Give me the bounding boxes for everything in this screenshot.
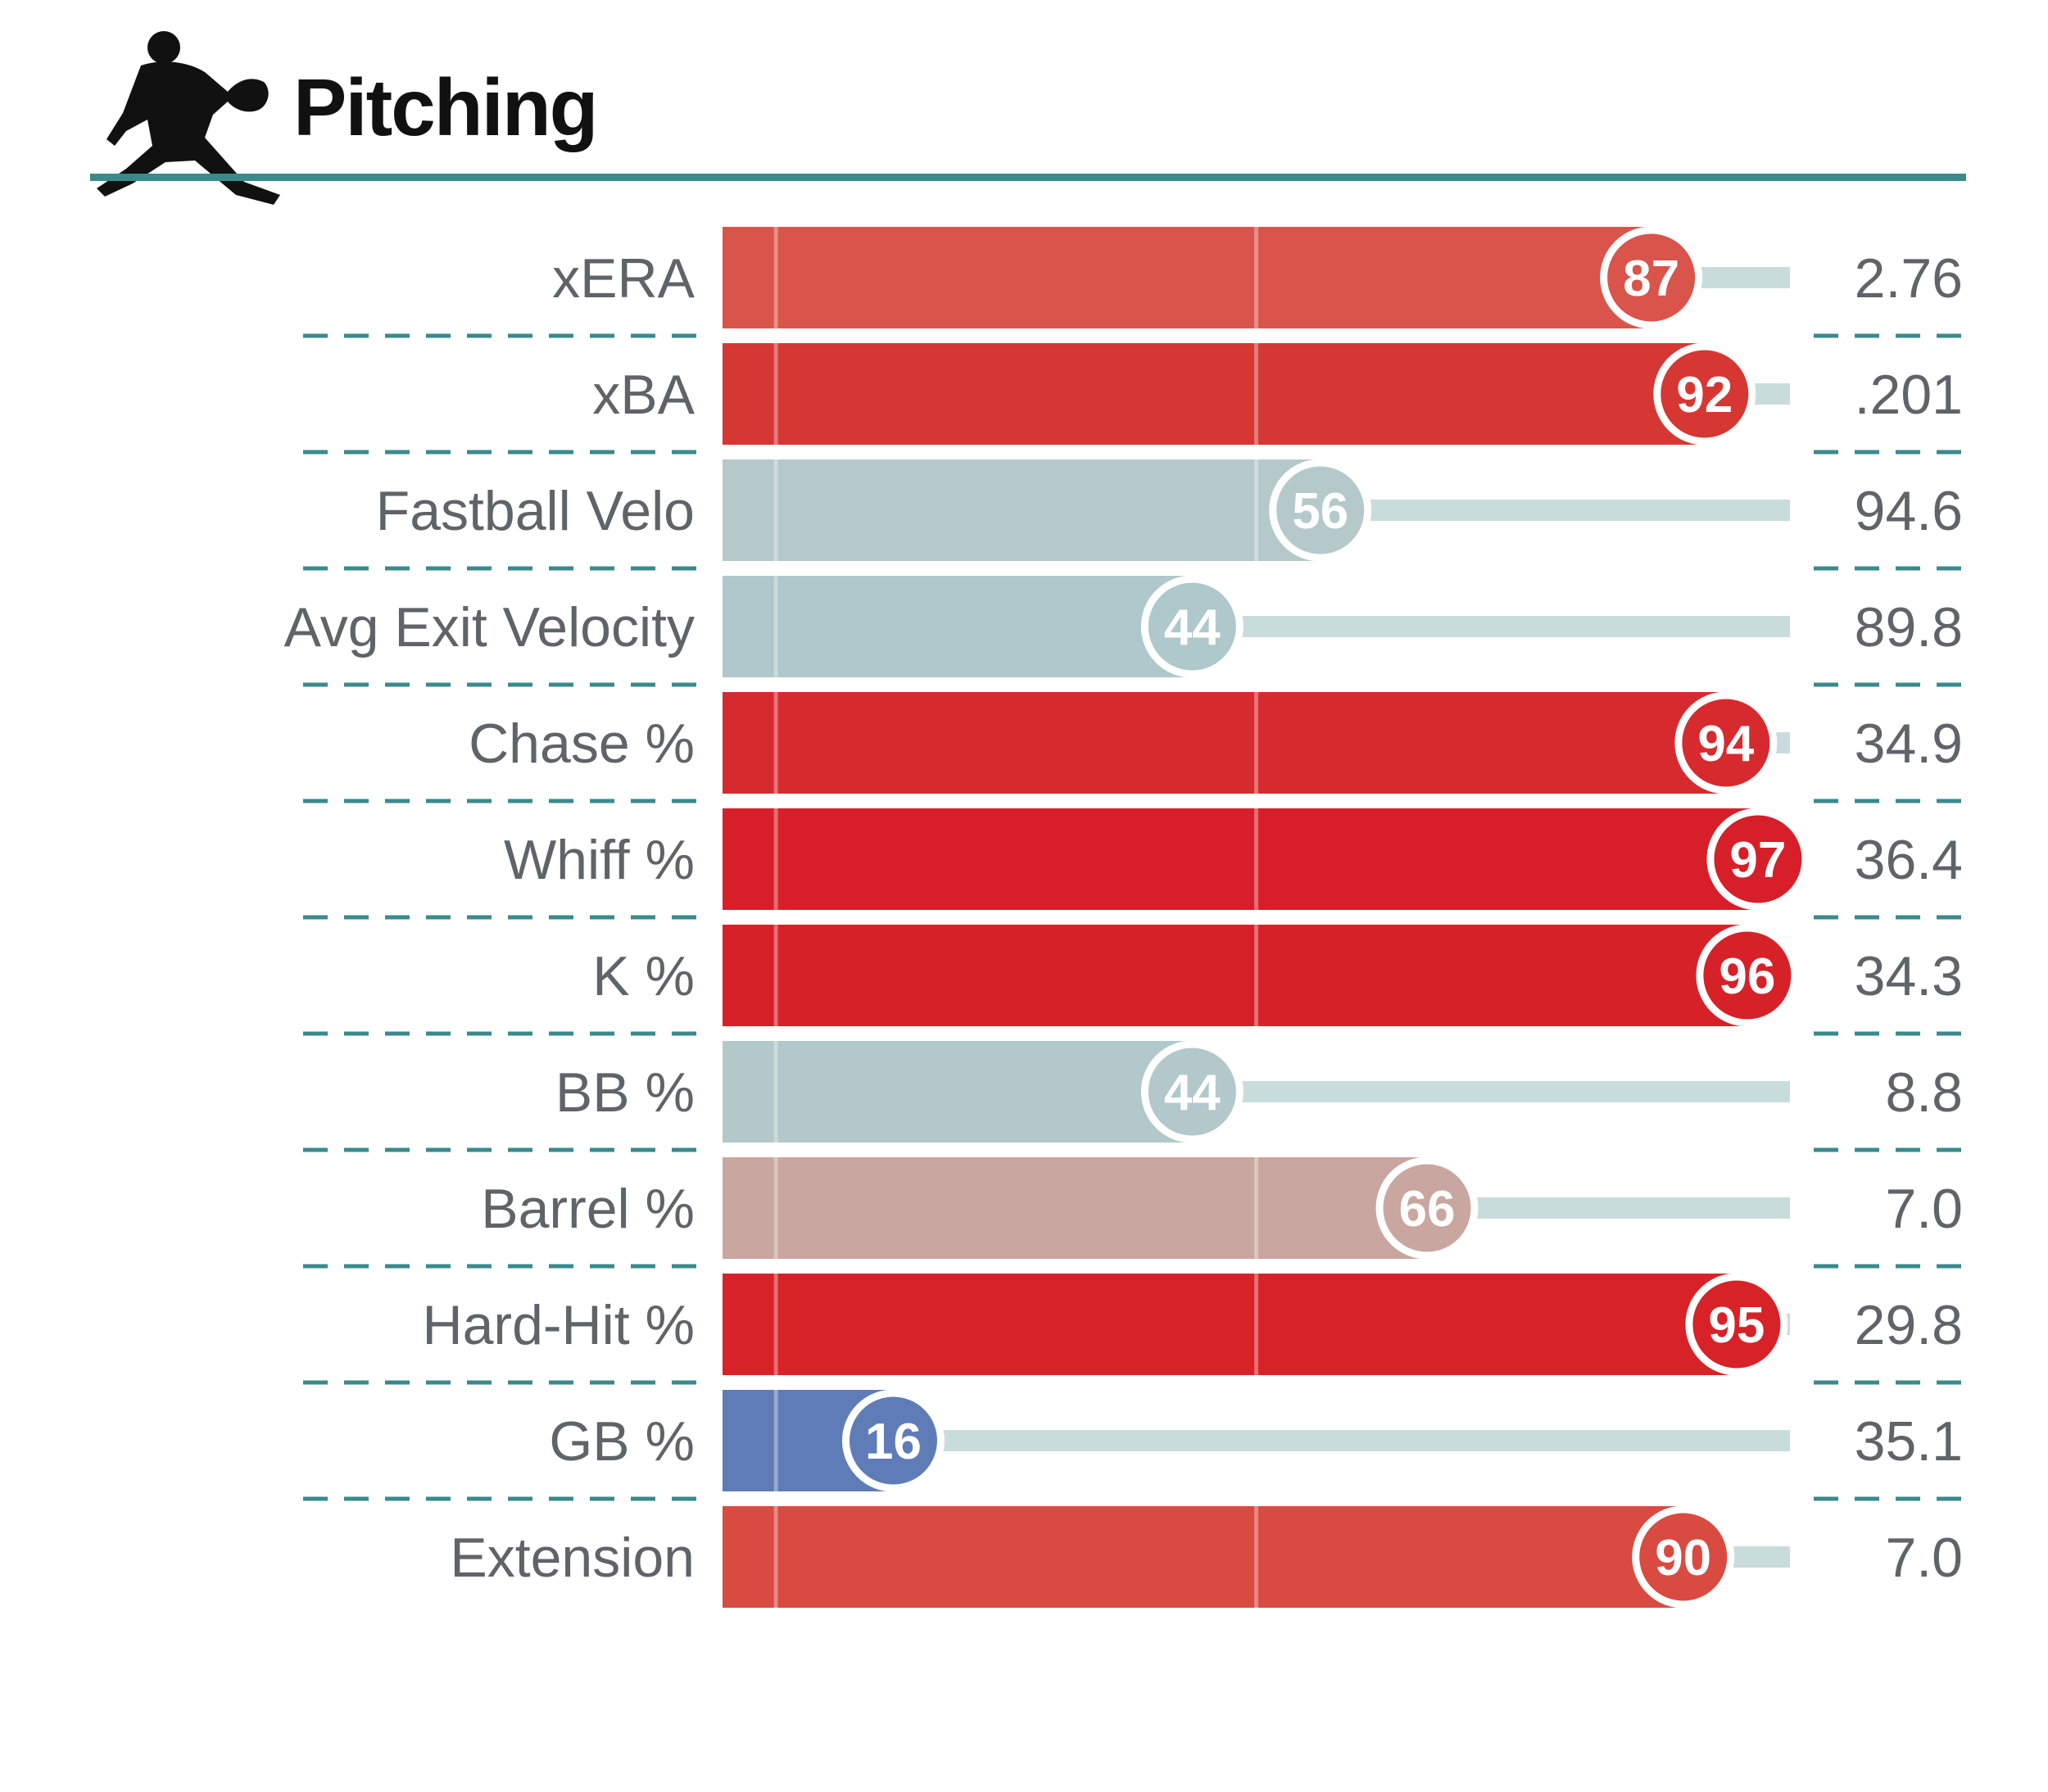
percentile-label: 95: [1708, 1297, 1765, 1354]
percentile-bar: [723, 1274, 1737, 1375]
metric-label: Chase %: [469, 713, 695, 775]
metric-label: Whiff %: [504, 829, 695, 891]
percentile-bubble: [1685, 1273, 1788, 1376]
percentile-bubble: [841, 1389, 945, 1492]
percentile-label: 87: [1623, 251, 1679, 307]
percentile-label: 97: [1729, 832, 1786, 889]
percentile-label: 96: [1719, 948, 1775, 1005]
metric-label: xERA: [552, 247, 695, 310]
percentile-label: 44: [1164, 1065, 1221, 1121]
percentile-label: 94: [1697, 716, 1754, 772]
metric-label: Avg Exit Velocity: [284, 596, 695, 658]
metric-label: Barrel %: [481, 1178, 695, 1240]
percentile-bar: [723, 576, 1193, 677]
stat-value: .201: [1855, 364, 1963, 426]
percentile-bar: [723, 1506, 1683, 1608]
percentile-bubble: [1269, 459, 1372, 562]
percentile-label: 90: [1655, 1530, 1711, 1586]
stat-value: 7.0: [1885, 1527, 1963, 1589]
stat-value: 34.3: [1855, 945, 1963, 1007]
stat-value: 89.8: [1855, 596, 1963, 658]
percentile-label: 56: [1292, 483, 1348, 540]
metric-label: Hard-Hit %: [423, 1294, 696, 1356]
metric-label: Fastball Velo: [376, 480, 695, 542]
percentile-bubble: [1653, 342, 1756, 446]
percentile-bar: [723, 459, 1321, 561]
stat-value: 36.4: [1855, 829, 1963, 891]
percentile-bar: [723, 1157, 1427, 1259]
percentile-bar: [723, 227, 1652, 328]
stat-value: 29.8: [1855, 1294, 1963, 1356]
percentile-label: 92: [1676, 367, 1733, 423]
percentile-bubble: [1706, 808, 1810, 911]
percentile-label: 66: [1398, 1181, 1455, 1238]
metric-label: K %: [592, 945, 695, 1007]
metric-label: xBA: [592, 364, 695, 426]
percentile-bubble: [1140, 575, 1244, 678]
percentile-bubble: [1600, 226, 1703, 329]
stat-value: 35.1: [1855, 1410, 1963, 1473]
stat-value: 7.0: [1885, 1178, 1963, 1240]
percentile-bar: [723, 808, 1758, 910]
stat-value: 2.76: [1855, 247, 1963, 310]
percentile-bar: [723, 925, 1747, 1026]
percentile-bar: [723, 692, 1726, 794]
stat-value: 34.9: [1855, 713, 1963, 775]
section-title: Pitching: [293, 62, 599, 152]
metric-label: GB %: [549, 1410, 695, 1473]
header-rule: [90, 174, 1966, 181]
percentile-bubble: [1375, 1156, 1479, 1260]
metric-label: BB %: [555, 1061, 695, 1124]
stat-value: 8.8: [1885, 1061, 1963, 1124]
metric-label: Extension: [450, 1527, 695, 1589]
section-header: Pitching: [0, 0, 2048, 213]
percentile-bar: [723, 343, 1705, 445]
percentile-label: 44: [1164, 600, 1221, 656]
percentile-bubble: [1674, 691, 1778, 794]
percentile-label: 16: [865, 1414, 922, 1470]
percentile-bubble: [1140, 1040, 1244, 1143]
pitcher-silhouette-icon: [97, 31, 280, 205]
percentile-bubble: [1696, 924, 1799, 1027]
percentile-bar: [723, 1041, 1193, 1143]
stat-value: 94.6: [1855, 480, 1963, 542]
percentile-bubble: [1632, 1505, 1735, 1609]
